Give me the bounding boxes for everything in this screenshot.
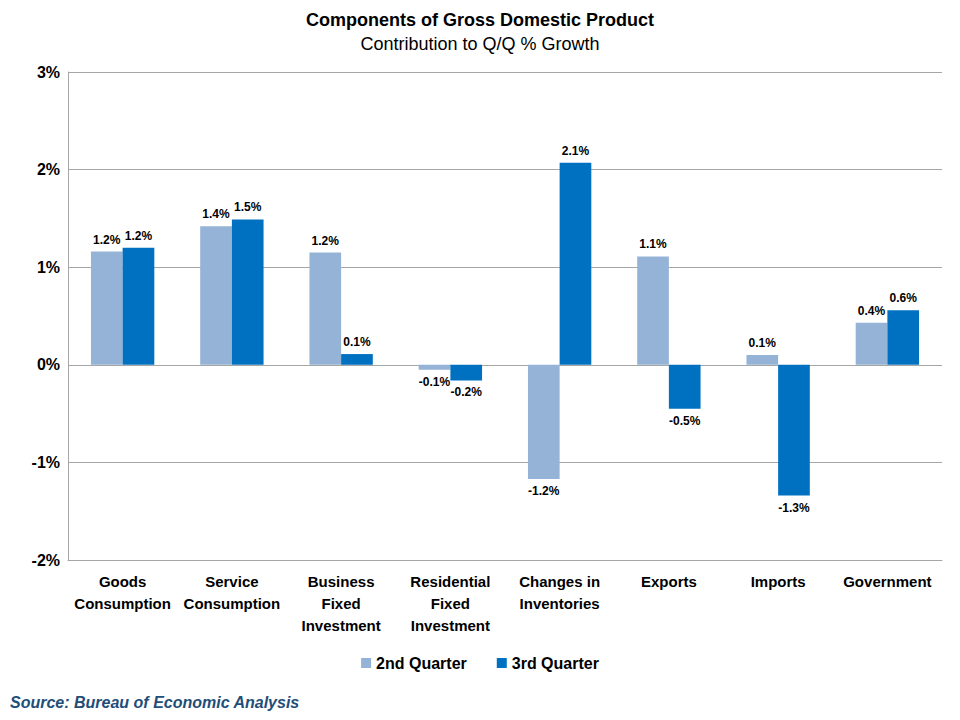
svg-text:Consumption: Consumption xyxy=(184,595,281,612)
svg-text:Investment: Investment xyxy=(302,617,381,634)
svg-text:-0.2%: -0.2% xyxy=(451,385,483,399)
svg-text:Changes in: Changes in xyxy=(519,573,600,590)
svg-text:-0.1%: -0.1% xyxy=(419,375,451,389)
svg-text:2nd Quarter: 2nd Quarter xyxy=(376,655,467,672)
svg-text:-1.2%: -1.2% xyxy=(528,484,560,498)
svg-text:Exports: Exports xyxy=(641,573,697,590)
svg-text:3rd Quarter: 3rd Quarter xyxy=(512,655,599,672)
svg-text:Components of Gross Domestic P: Components of Gross Domestic Product xyxy=(306,10,654,30)
svg-text:0.1%: 0.1% xyxy=(749,336,777,350)
svg-text:1.5%: 1.5% xyxy=(234,200,262,214)
svg-text:1.2%: 1.2% xyxy=(312,234,340,248)
svg-text:Investment: Investment xyxy=(411,617,490,634)
svg-text:Source: Bureau of Economic Ana: Source: Bureau of Economic Analysis xyxy=(10,694,299,711)
svg-text:Consumption: Consumption xyxy=(74,595,171,612)
svg-text:Business: Business xyxy=(308,573,375,590)
svg-text:Fixed: Fixed xyxy=(431,595,470,612)
svg-text:Residential: Residential xyxy=(410,573,490,590)
svg-text:1.4%: 1.4% xyxy=(202,207,230,221)
svg-text:Government: Government xyxy=(843,573,931,590)
svg-text:-2%: -2% xyxy=(32,552,60,569)
svg-text:Imports: Imports xyxy=(751,573,806,590)
svg-text:2.1%: 2.1% xyxy=(562,144,590,158)
svg-text:0.6%: 0.6% xyxy=(890,291,918,305)
svg-text:0%: 0% xyxy=(37,356,60,373)
svg-text:1.2%: 1.2% xyxy=(93,233,121,247)
svg-text:1.1%: 1.1% xyxy=(639,237,667,251)
svg-text:-1%: -1% xyxy=(32,454,60,471)
svg-text:0.4%: 0.4% xyxy=(858,304,886,318)
svg-text:2%: 2% xyxy=(37,161,60,178)
svg-text:-1.3%: -1.3% xyxy=(778,501,810,515)
svg-text:Inventories: Inventories xyxy=(520,595,600,612)
svg-text:0.1%: 0.1% xyxy=(343,335,371,349)
svg-text:Goods: Goods xyxy=(99,573,147,590)
svg-text:1%: 1% xyxy=(37,259,60,276)
svg-text:Contribution to Q/Q % Growth: Contribution to Q/Q % Growth xyxy=(360,34,599,54)
svg-text:-0.5%: -0.5% xyxy=(669,414,701,428)
svg-text:Service: Service xyxy=(205,573,258,590)
svg-text:1.2%: 1.2% xyxy=(125,229,153,243)
svg-text:Fixed: Fixed xyxy=(322,595,361,612)
svg-text:3%: 3% xyxy=(37,64,60,81)
